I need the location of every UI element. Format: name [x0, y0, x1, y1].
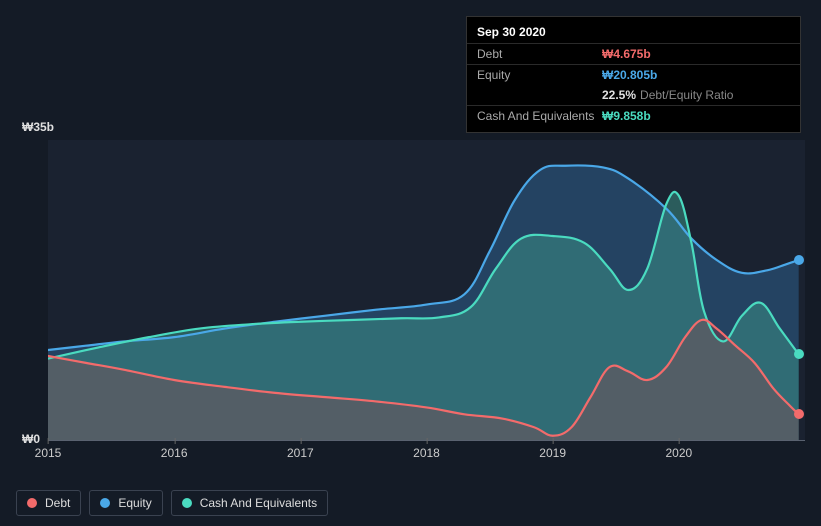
x-tick: 2015 [35, 446, 62, 460]
x-axis: 201520162017201820192020 [48, 442, 805, 462]
x-tick: 2019 [539, 446, 566, 460]
tooltip-row-label: Debt [477, 47, 602, 61]
tooltip-rows: Debt₩4.675bEquity₩20.805b22.5%Debt/Equit… [467, 43, 800, 126]
tooltip-row-value: ₩4.675b [602, 47, 651, 61]
legend-label: Cash And Equivalents [200, 496, 317, 510]
tooltip-row-value: 22.5%Debt/Equity Ratio [602, 88, 733, 102]
series-end-marker [794, 349, 804, 359]
x-tick: 2016 [161, 446, 188, 460]
legend-swatch [182, 498, 192, 508]
tooltip-row-secondary: Debt/Equity Ratio [640, 88, 733, 102]
tooltip-row-label [477, 88, 602, 102]
tooltip-row-label: Equity [477, 68, 602, 82]
series-end-marker [794, 409, 804, 419]
legend-item[interactable]: Debt [16, 490, 81, 516]
y-tick-min: ₩0 [22, 432, 40, 446]
chart-legend: Debt Equity Cash And Equivalents [16, 490, 328, 516]
chart-tooltip: Sep 30 2020 Debt₩4.675bEquity₩20.805b22.… [466, 16, 801, 133]
x-tick: 2018 [413, 446, 440, 460]
y-tick-max: ₩35b [22, 120, 54, 134]
tooltip-date: Sep 30 2020 [467, 23, 800, 43]
tooltip-row: Debt₩4.675b [467, 43, 800, 64]
chart-area: ₩35b ₩0 2015 2016 2017 2018 2019 2020 [16, 120, 805, 510]
tooltip-row: 22.5%Debt/Equity Ratio [467, 85, 800, 105]
legend-label: Debt [45, 496, 70, 510]
chart-plot[interactable] [48, 140, 805, 440]
legend-swatch [27, 498, 37, 508]
chart-svg [48, 140, 805, 440]
legend-item[interactable]: Cash And Equivalents [171, 490, 328, 516]
legend-swatch [100, 498, 110, 508]
x-tick: 2020 [665, 446, 692, 460]
series-end-marker [794, 255, 804, 265]
tooltip-row-value: ₩20.805b [602, 68, 657, 82]
legend-item[interactable]: Equity [89, 490, 162, 516]
tooltip-row: Equity₩20.805b [467, 64, 800, 85]
x-tick: 2017 [287, 446, 314, 460]
legend-label: Equity [118, 496, 151, 510]
